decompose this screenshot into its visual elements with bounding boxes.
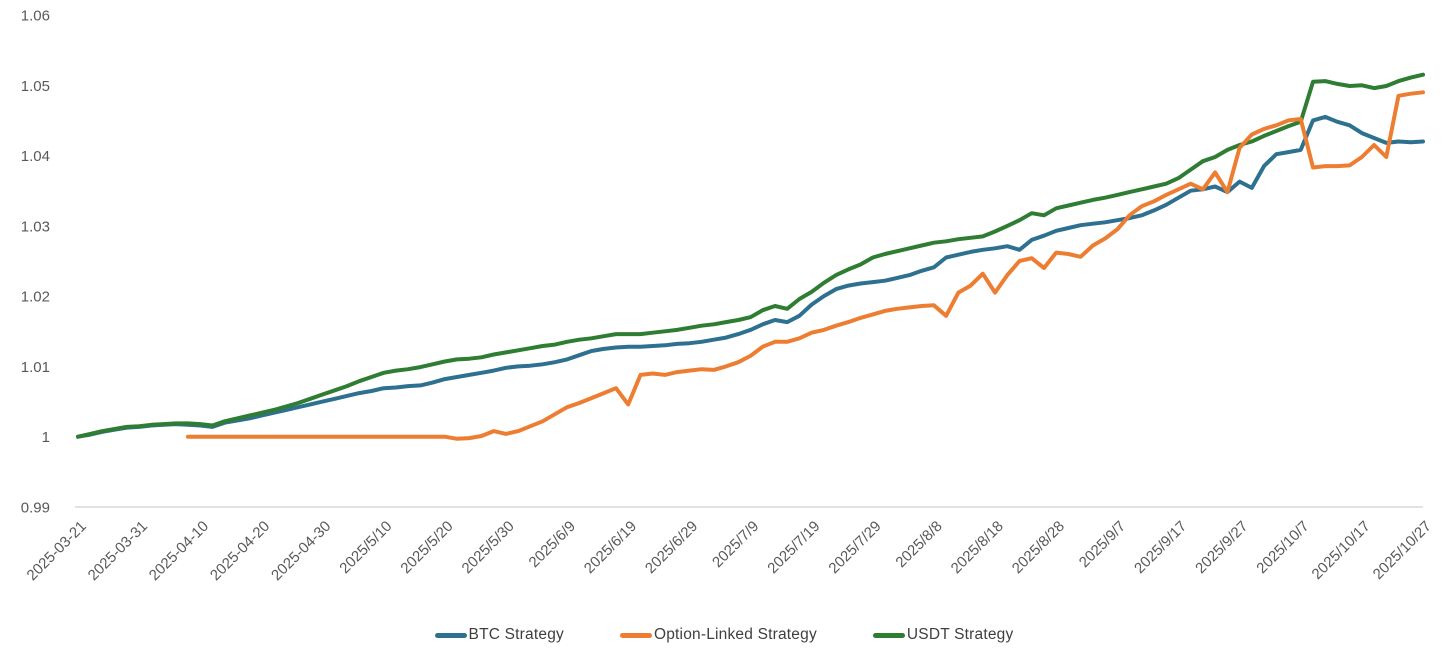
- x-tick-label: 2025/6/19: [581, 518, 640, 577]
- series-line-option-linked-strategy: [186, 90, 1425, 441]
- y-tick-label: 1.04: [21, 148, 50, 165]
- x-tick-label: 2025/6/9: [526, 518, 579, 571]
- x-tick-label: 2025/7/19: [764, 518, 823, 577]
- x-tick-label: 2025-03-31: [85, 518, 151, 584]
- x-tick-label: 2025/7/29: [825, 518, 884, 577]
- x-tick-label: 2025/8/28: [1009, 518, 1068, 577]
- series-line-btc-strategy: [76, 114, 1425, 439]
- y-tick-label: 0.99: [21, 500, 50, 517]
- y-tick-label: 1.03: [21, 218, 50, 235]
- legend-label: BTC Strategy: [468, 626, 564, 643]
- y-tick-label: 1.01: [21, 359, 50, 376]
- y-tick-label: 1.06: [21, 8, 50, 25]
- legend-item-option-linked-strategy: Option-Linked Strategy: [619, 626, 817, 644]
- legend-item-usdt-strategy: USDT Strategy: [872, 626, 1014, 644]
- legend-label: USDT Strategy: [906, 626, 1014, 643]
- x-tick-label: 2025-04-10: [146, 518, 212, 584]
- x-tick-label: 2025-04-30: [268, 518, 334, 584]
- x-tick-label: 2025/8/8: [892, 518, 945, 571]
- x-tick-label: 2025-04-20: [207, 518, 273, 584]
- x-tick-label: 2025/5/30: [459, 518, 518, 577]
- x-tick-label: 2025/5/20: [397, 518, 456, 577]
- x-tick-label: 2025/9/17: [1131, 518, 1190, 577]
- y-tick-label: 1: [42, 429, 50, 446]
- x-tick-label: 2025/9/27: [1192, 518, 1251, 577]
- legend-item-btc-strategy: BTC Strategy: [434, 626, 564, 644]
- x-tick-label: 2025-03-21: [24, 518, 90, 584]
- y-tick-label: 1.05: [21, 78, 50, 95]
- legend-label: Option-Linked Strategy: [653, 626, 817, 643]
- x-tick-label: 2025/5/10: [336, 518, 395, 577]
- y-tick-label: 1.02: [21, 289, 50, 306]
- x-tick-label: 2025/10/17: [1309, 518, 1374, 583]
- x-tick-label: 2025/10/27: [1370, 518, 1435, 583]
- x-tick-label: 2025/9/7: [1076, 518, 1129, 571]
- chart-legend: BTC Strategy Option-Linked Strategy USDT S…: [0, 622, 1448, 648]
- legend-swatch-icon: [872, 632, 905, 638]
- x-tick-label: 2025/7/9: [709, 518, 762, 571]
- legend-swatch-icon: [434, 632, 467, 638]
- legend-swatch-icon: [619, 632, 652, 638]
- series-line-usdt-strategy: [76, 72, 1425, 439]
- x-tick-label: 2025/10/7: [1253, 518, 1312, 577]
- x-tick-label: 2025/6/29: [642, 518, 701, 577]
- x-tick-label: 2025/8/18: [948, 518, 1007, 577]
